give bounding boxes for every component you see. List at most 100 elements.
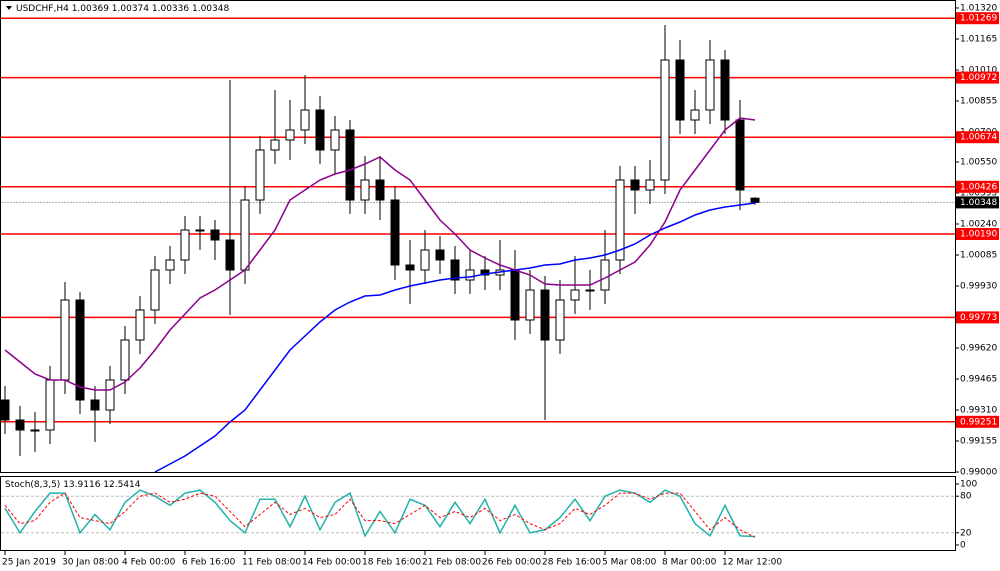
candle-body (360, 179, 370, 201)
candle-body (630, 179, 640, 191)
candle-body (435, 249, 445, 261)
y-tick-label: 1.00240 (960, 220, 997, 230)
x-tick-label: 30 Jan 08:00 (62, 558, 119, 568)
last-high: 1.00374 (112, 4, 149, 14)
x-tick-label: 6 Feb 16:00 (182, 558, 236, 568)
candle-body (570, 289, 580, 301)
y-tick-label: 1.00855 (960, 97, 997, 107)
level-box (956, 311, 999, 324)
candle-body (60, 299, 70, 381)
candle-body (285, 129, 295, 141)
symbol: USDCHF,H4 (16, 4, 69, 14)
candle-body (465, 269, 475, 281)
candle-body (330, 129, 340, 151)
main-header: USDCHF,H4 1.00369 1.00374 1.00336 1.0034… (16, 4, 229, 14)
candle-body (225, 239, 235, 271)
y-tick-label: 1.00085 (960, 251, 997, 261)
current-price-box (956, 196, 999, 209)
x-tick-label: 28 Feb 16:00 (542, 558, 601, 568)
y-tick-label: 1.00395 (960, 189, 997, 199)
candle-body (30, 429, 40, 432)
candle-body (195, 229, 205, 232)
x-tick-label: 21 Feb 08:00 (422, 558, 481, 568)
y-tick-label: 0 (960, 541, 966, 551)
main-frame (0, 0, 956, 473)
level-box (956, 180, 999, 193)
level-label: 1.00674 (960, 133, 997, 143)
level-label: 1.01269 (960, 14, 997, 24)
candle-body (75, 299, 85, 401)
candle-body (615, 179, 625, 261)
candle-body (675, 59, 685, 121)
candle-body (705, 59, 715, 111)
candle-body (525, 289, 535, 321)
candle-body (720, 59, 730, 121)
y-tick-label: 0.99465 (960, 375, 997, 385)
x-tick-label: 18 Feb 16:00 (362, 558, 421, 568)
y-tick-label: 1.01010 (960, 66, 997, 76)
candle-body (165, 259, 175, 271)
level-box (956, 71, 999, 84)
level-label: 1.00190 (960, 230, 997, 240)
candle-body (750, 197, 760, 203)
level-label: 0.99773 (960, 313, 997, 323)
current-price-label: 1.00348 (960, 198, 997, 208)
candle-body (45, 379, 55, 431)
y-tick-label: 0.99310 (960, 406, 997, 416)
indicator-line (4, 117, 756, 391)
candle-body (660, 59, 670, 181)
candle-body (240, 199, 250, 271)
candle-body (120, 339, 130, 381)
last-close: 1.00348 (192, 4, 229, 14)
x-tick-label: 12 Mar 12:00 (722, 558, 782, 568)
candle-body (300, 109, 310, 131)
candle-body (345, 129, 355, 201)
level-box (956, 131, 999, 144)
indicator-line (4, 492, 756, 538)
x-tick-label: 26 Feb 00:00 (482, 558, 541, 568)
last-low: 1.00336 (152, 4, 189, 14)
candle-body (480, 269, 490, 276)
x-tick-label: 25 Jan 2019 (2, 558, 56, 568)
candle-body (690, 109, 700, 121)
y-tick-label: 0.99155 (960, 437, 997, 447)
candle-body (210, 229, 220, 241)
candle-body (375, 179, 385, 201)
y-tick-label: 0.99620 (960, 344, 997, 354)
level-label: 1.00972 (960, 73, 997, 83)
candle-body (15, 419, 25, 431)
y-tick-label: 20 (960, 528, 972, 538)
indicator-line (4, 489, 756, 538)
candle-body (540, 289, 550, 341)
candle-body (255, 149, 265, 201)
x-tick-label: 8 Mar 00:00 (662, 558, 717, 568)
level-box (956, 12, 999, 25)
last-open: 1.00369 (72, 4, 109, 14)
y-tick-label: 0.99000 (960, 468, 997, 478)
y-tick-label: 1.00550 (960, 158, 997, 168)
level-label: 0.99251 (960, 417, 997, 427)
candle-body (270, 139, 280, 151)
x-tick-label: 4 Feb 00:00 (122, 558, 176, 568)
y-tick-label: 80 (960, 492, 972, 502)
candle-body (135, 309, 145, 341)
candle-body (105, 379, 115, 411)
y-tick-label: 0.99930 (960, 282, 997, 292)
level-label: 1.00426 (960, 182, 997, 192)
x-tick-label: 14 Feb 00:00 (302, 558, 361, 568)
y-tick-label: 1.01165 (960, 35, 997, 45)
candle-body (90, 399, 100, 411)
stoch-header: Stoch(8,3,5) 13.9116 12.5414 (5, 480, 141, 490)
candle-body (735, 119, 745, 191)
x-tick-label: 5 Mar 08:00 (602, 558, 657, 568)
stoch-signal: 12.5414 (103, 480, 140, 490)
stoch-main: 13.9116 (63, 480, 100, 490)
candle-body (180, 229, 190, 261)
candle-body (600, 259, 610, 291)
candle-body (0, 399, 10, 421)
level-box (956, 228, 999, 240)
candle-body (390, 199, 400, 266)
candle-body (315, 109, 325, 151)
y-tick-label: 1.01320 (960, 4, 997, 14)
